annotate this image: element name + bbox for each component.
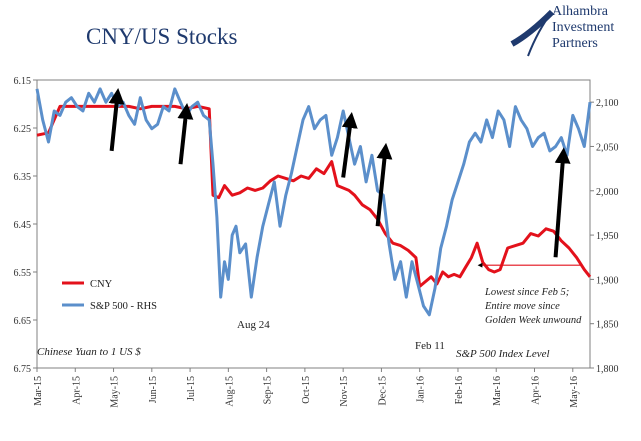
x-tick-label: Jan-16	[416, 376, 427, 403]
y-left-tick-label: 6.25	[14, 124, 32, 135]
annotation-lowest-line1: Lowest since Feb 5;	[484, 287, 569, 298]
brand-line3: Partners	[552, 36, 598, 51]
x-tick-label: Mar-15	[33, 376, 44, 406]
cny-series-line	[36, 104, 592, 288]
y-left-tick-label: 6.55	[14, 268, 32, 279]
y-right-tick-label: 1,950	[596, 231, 619, 242]
x-tick-label: Mar-16	[492, 376, 503, 406]
spx-series-line	[35, 87, 592, 317]
x-tick-label: Oct-15	[301, 376, 312, 404]
x-tick-label: May-15	[110, 376, 121, 408]
y-right-tick-label: 1,800	[596, 364, 619, 375]
legend-label-spx: S&P 500 - RHS	[90, 301, 157, 312]
right-axis-note: S&P 500 Index Level	[456, 348, 550, 360]
annotation-arrow	[553, 147, 571, 258]
y-right-tick-label: 2,000	[596, 187, 619, 198]
annotation-arrow	[375, 142, 393, 227]
y-left-tick-label: 6.65	[14, 316, 32, 327]
x-tick-label: Nov-15	[339, 376, 350, 407]
x-tick-label: Jul-15	[186, 376, 197, 401]
annotation-arrow	[108, 87, 125, 152]
y-right-tick-label: 2,050	[596, 142, 619, 153]
annotation-feb-11: Feb 11	[415, 340, 445, 352]
y-right-tick-label: 1,850	[596, 320, 619, 331]
annotation-lowest-line3: Golden Week unwound	[485, 315, 582, 326]
annotation-arrow	[341, 111, 358, 178]
brand-logo-icon	[510, 9, 555, 57]
y-left-tick-label: 6.45	[14, 220, 32, 231]
y-left-tick-label: 6.35	[14, 172, 32, 183]
y-right-tick-label: 1,900	[596, 275, 619, 286]
y-right-tick-label: 2,100	[596, 98, 619, 109]
annotation-lowest-line2: Entire move since	[484, 301, 560, 312]
x-tick-label: Apr-16	[531, 376, 542, 405]
left-axis-note: Chinese Yuan to 1 US $	[37, 346, 141, 358]
x-tick-label: Apr-15	[71, 376, 82, 405]
brand-line2: Investment	[552, 20, 615, 35]
y-left-tick-label: 6.15	[14, 76, 32, 87]
y-left-tick-label: 6.75	[14, 364, 32, 375]
x-tick-label: May-16	[569, 376, 580, 408]
x-tick-label: Feb-16	[454, 376, 465, 404]
x-tick-label: Aug-15	[224, 376, 235, 407]
brand-line1: Alhambra	[552, 4, 608, 19]
x-tick-label: Dec-15	[377, 376, 388, 405]
chart-title: CNY/US Stocks	[86, 24, 238, 49]
annotation-aug-24: Aug 24	[237, 319, 270, 331]
brand-name: Alhambra Investment Partners	[552, 4, 614, 52]
legend-label-cny: CNY	[90, 279, 113, 290]
x-tick-label: Jun-15	[148, 376, 159, 403]
annotation-arrow	[177, 103, 194, 165]
x-tick-label: Sep-15	[263, 376, 274, 404]
